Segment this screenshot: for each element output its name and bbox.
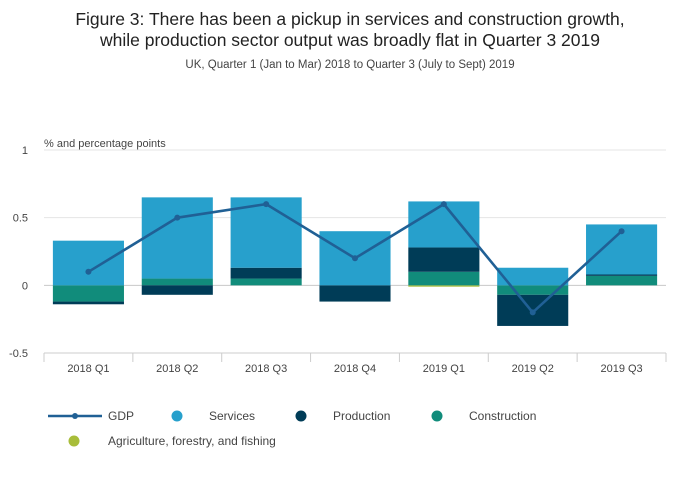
- bar-segment: [586, 274, 658, 276]
- legend-label: Production: [333, 409, 390, 423]
- bar-segment: [497, 285, 569, 295]
- bar-segment: [408, 271, 480, 286]
- y-axis-label: % and percentage points: [44, 138, 166, 150]
- bar-segment: [52, 301, 124, 305]
- x-tick-label: 2019 Q3: [600, 363, 642, 375]
- legend-label: GDP: [108, 409, 134, 423]
- bar-segment: [408, 247, 480, 272]
- y-tick-label: 0.5: [13, 213, 28, 225]
- bar-segment: [497, 267, 569, 286]
- x-tick-label: 2019 Q1: [423, 363, 465, 375]
- x-tick-label: 2018 Q1: [67, 363, 109, 375]
- chart-title-line-2: while production sector output was broad…: [99, 30, 600, 50]
- x-tick-label: 2019 Q2: [512, 363, 554, 375]
- legend-swatch: [431, 410, 443, 422]
- x-tick-label: 2018 Q4: [334, 363, 376, 375]
- y-tick-label: 0: [22, 280, 28, 292]
- gdp-point: [440, 201, 447, 208]
- legend-swatch: [171, 410, 183, 422]
- y-tick-label: -0.5: [9, 348, 28, 360]
- chart-title-line-1: Figure 3: There has been a pickup in ser…: [75, 9, 624, 29]
- gdp-point: [352, 255, 358, 262]
- bar-segment: [52, 285, 124, 302]
- legend: GDP Services Production Construction Agricul…: [48, 409, 536, 448]
- gdp-point: [263, 201, 270, 208]
- x-axis: 2018 Q1 2018 Q2 2018 Q3 2018 Q4 2019 Q1 2019 …: [43, 352, 667, 375]
- bar-segment: [141, 278, 213, 286]
- bar-segment: [586, 275, 658, 286]
- bar-segment: [230, 267, 302, 279]
- x-tick-label: 2018 Q3: [245, 363, 287, 375]
- bar-segment: [408, 285, 480, 287]
- bar-segment: [319, 285, 391, 302]
- legend-item: GDP: [48, 409, 134, 423]
- gdp-point: [85, 268, 92, 275]
- bar-segment: [408, 201, 480, 248]
- legend-label: Agriculture, forestry, and fishing: [108, 434, 276, 448]
- bar-segment: [141, 197, 213, 279]
- legend-swatch: [68, 435, 80, 447]
- bar-segment: [52, 240, 124, 286]
- bar-segment: [230, 278, 302, 286]
- legend-item: Agriculture, forestry, and fishing: [68, 434, 276, 448]
- chart-subtitle: UK, Quarter 1 (Jan to Mar) 2018 to Quart…: [185, 59, 514, 71]
- legend-item: Services: [171, 409, 255, 423]
- gdp-point: [618, 228, 625, 235]
- legend-swatch-point: [72, 413, 78, 419]
- gdp-point: [174, 214, 181, 221]
- legend-item: Production: [295, 409, 390, 423]
- legend-label: Construction: [469, 409, 536, 423]
- bars: [52, 197, 658, 326]
- legend-swatch: [295, 410, 307, 422]
- legend-label: Services: [209, 409, 255, 423]
- legend-item: Construction: [431, 409, 536, 423]
- bar-segment: [141, 285, 213, 295]
- gdp-line-series: [85, 201, 625, 316]
- y-tick-label: 1: [22, 145, 28, 157]
- x-tick-label: 2018 Q2: [156, 363, 198, 375]
- gdp-point: [529, 309, 536, 316]
- y-axis-ticks: -0.5 0 0.5 1: [9, 145, 28, 360]
- bar-segment: [230, 197, 302, 268]
